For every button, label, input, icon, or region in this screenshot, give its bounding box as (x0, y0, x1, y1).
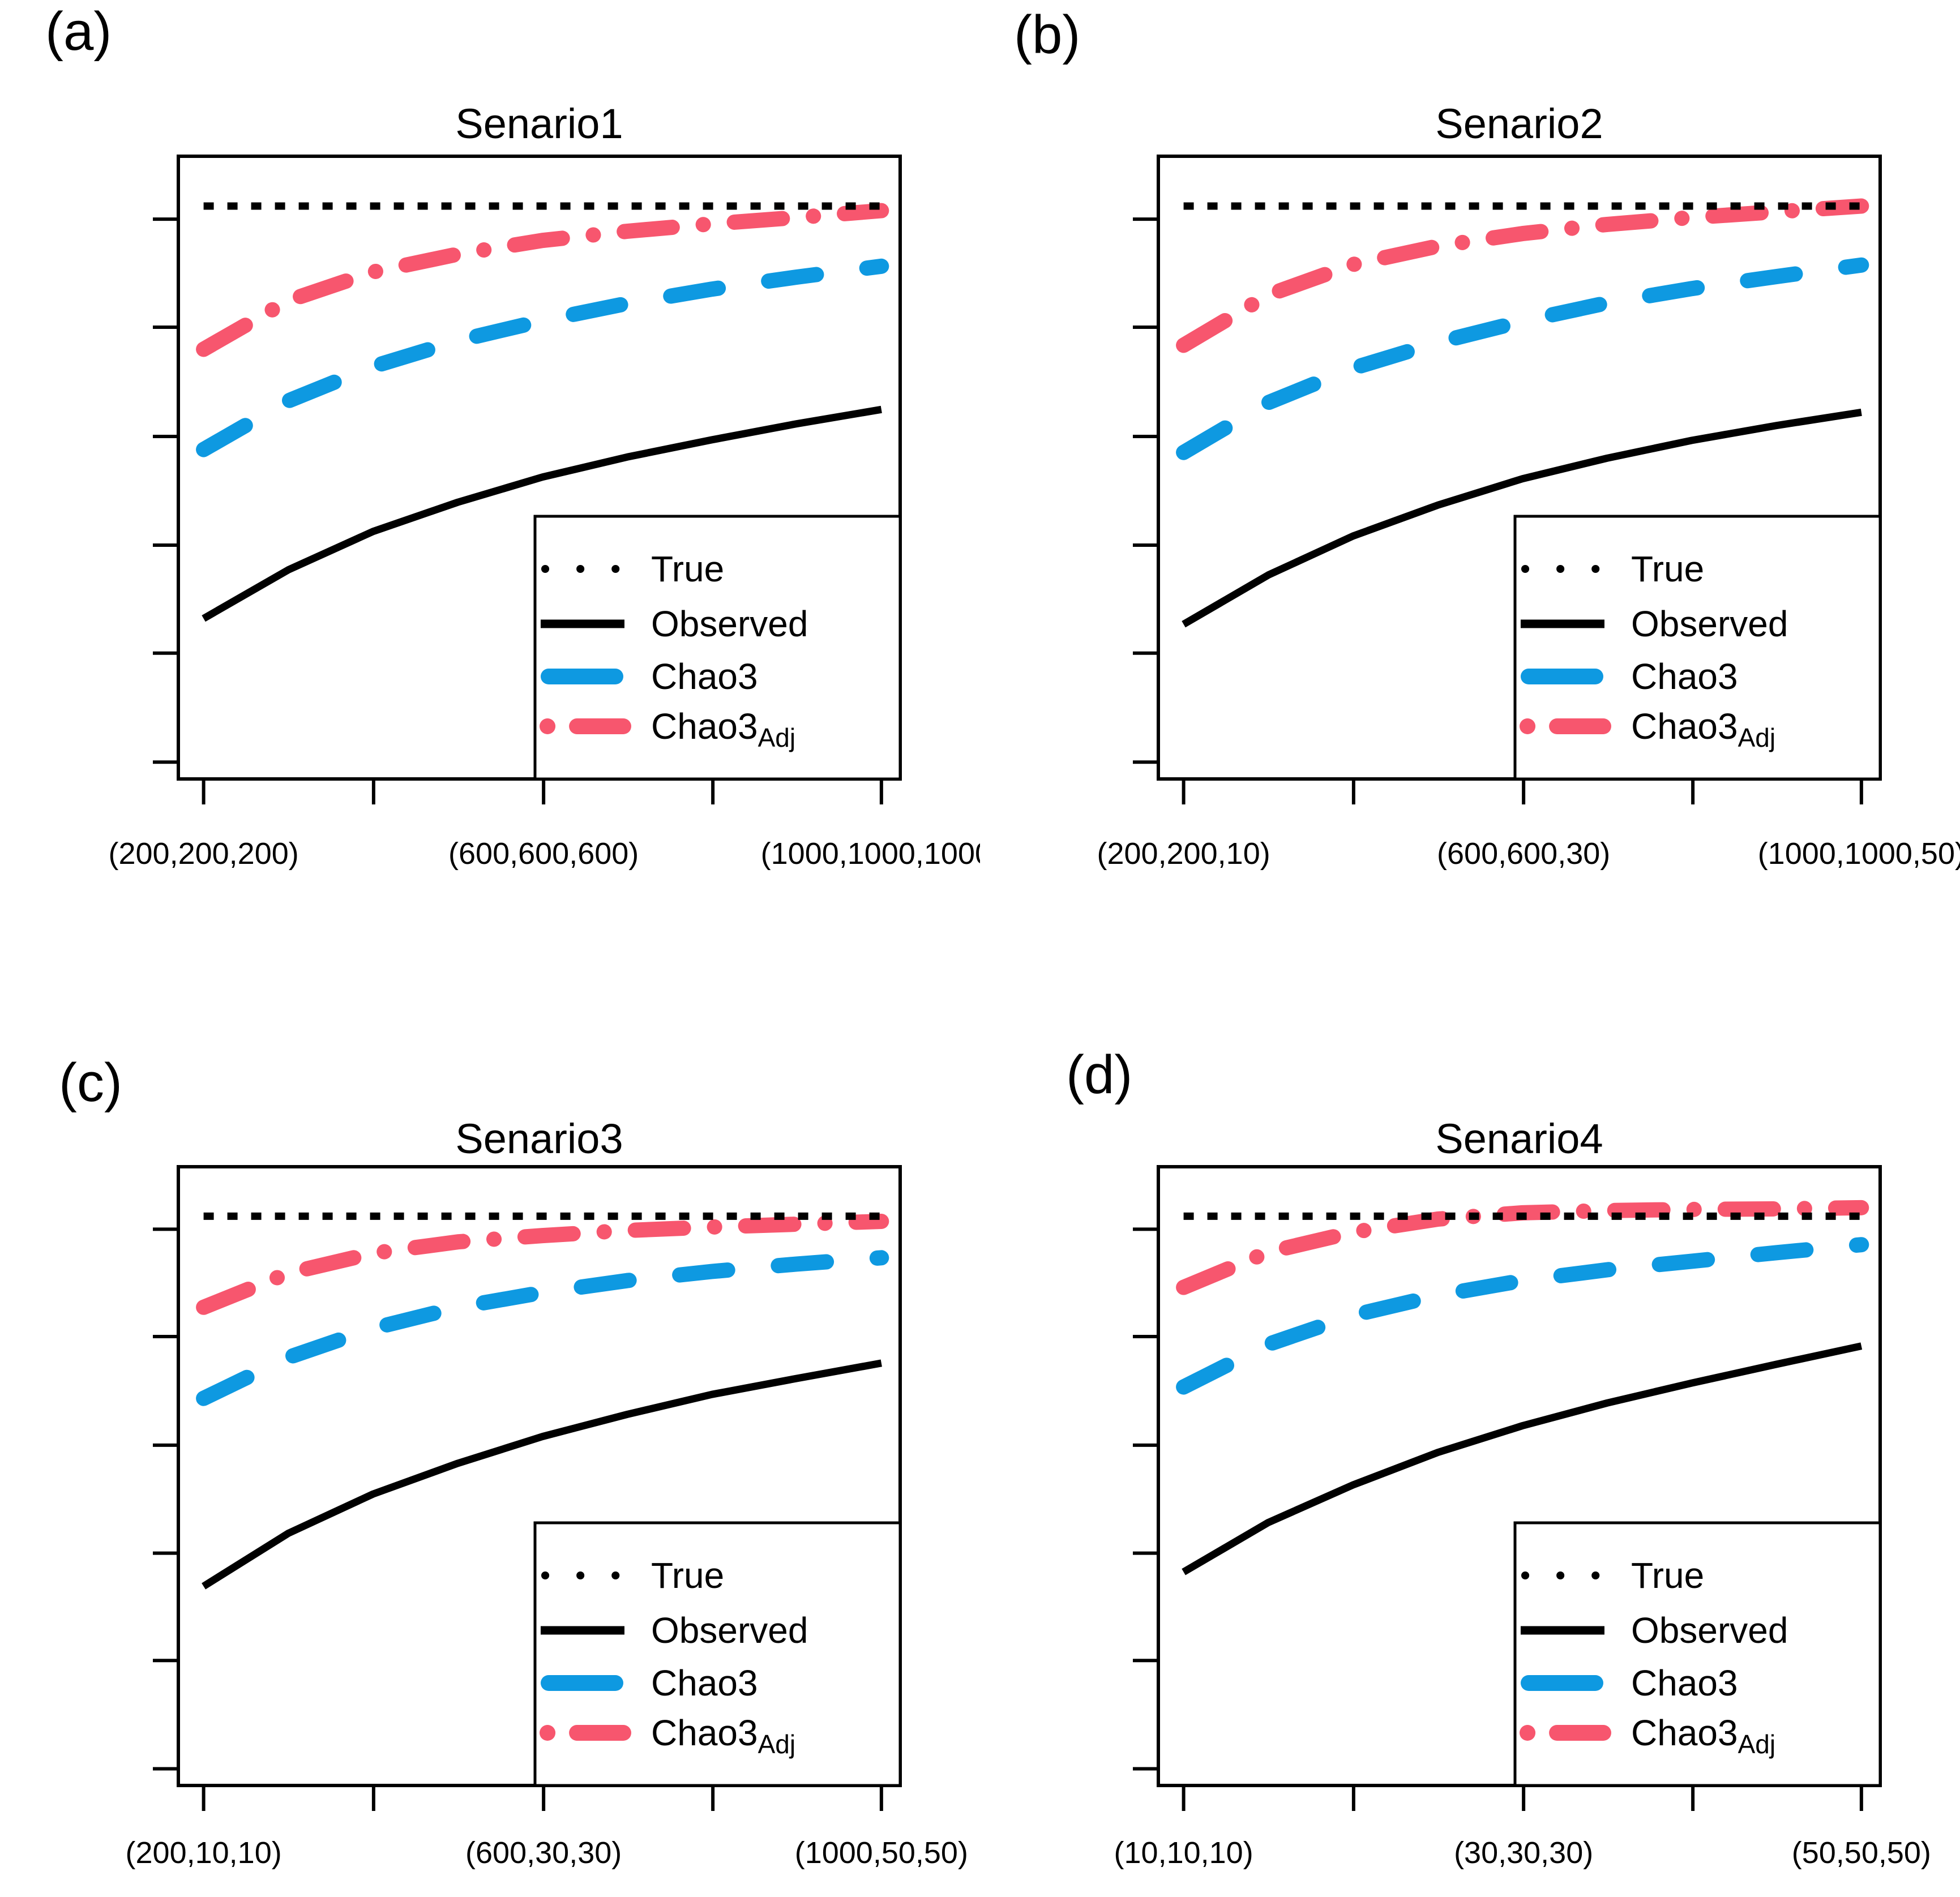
series-chao3 (196, 258, 889, 457)
legend-label: Chao3 (1631, 656, 1738, 697)
series-observed (1182, 1342, 1863, 1575)
x-tick-label: (50,50,50) (1792, 1836, 1931, 1870)
plot-senario1: (200,200,200) (600,600,600) (1000,1000,100… (108, 155, 980, 871)
plot-senario4: (10,10,10) (30,30,30) (50,50,50) True Observ… (1114, 1165, 1931, 1870)
legend-label: Observed (651, 603, 808, 644)
panel-title-senario1: Senario1 (455, 100, 623, 147)
x-tick-label: (30,30,30) (1454, 1836, 1593, 1870)
x-tick-label: (200,200,10) (1097, 837, 1270, 871)
x-tick-label: (200,10,10) (126, 1836, 282, 1870)
x-tick-label: (200,200,200) (108, 837, 298, 871)
legend-label: Observed (1631, 1610, 1788, 1651)
legend-label: True (651, 1555, 724, 1596)
legend-label: Chao3 (651, 656, 758, 697)
legend-label: Observed (651, 1610, 808, 1651)
panel-title-senario2: Senario2 (1435, 100, 1603, 147)
series-chao3adj (196, 1214, 889, 1315)
panel-label-d: (d) (1066, 1044, 1133, 1105)
x-tick-label: (600,600,600) (448, 837, 639, 871)
legend-label-subscript: Adj (1738, 723, 1775, 752)
legend-label-subscript: Adj (758, 723, 795, 752)
legend-label: True (1631, 1555, 1704, 1596)
panel-title-senario4: Senario4 (1435, 1115, 1603, 1162)
x-tick-label: (600,600,30) (1437, 837, 1610, 871)
series-chao3 (1176, 257, 1869, 460)
series-observed (1182, 408, 1862, 628)
legend-label: Observed (1631, 603, 1788, 644)
plot-senario3: (200,10,10) (600,30,30) (1000,50,50) True Ob… (126, 1165, 968, 1870)
panel-a: (a) Senario1 (200,200,200) (600,600,600)(… (0, 0, 980, 948)
x-tick-label: (1000,1000,1000) (761, 837, 980, 871)
series-observed (202, 405, 882, 622)
series-chao3adj (196, 203, 889, 357)
panel-b: (b) Senario2 (200,200,10) (600,600,30) (10… (980, 0, 1960, 948)
panel-d: (d) Senario4 (10,10,10) (30,30,30) (50,50,… (980, 948, 1960, 1897)
x-tick-label: (10,10,10) (1114, 1836, 1253, 1870)
legend-label: Chao3 (1631, 1663, 1738, 1703)
panel-label-a: (a) (45, 1, 112, 62)
panel-c: (c) Senario3 (200,10,10) (600,30,30) (1000… (0, 948, 980, 1897)
series-chao3 (196, 1250, 889, 1406)
legend-label: True (1631, 549, 1704, 589)
legend-label: True (651, 549, 724, 589)
legend-box (1513, 1521, 1882, 1787)
legend-box (1513, 515, 1882, 781)
panel-label-b: (b) (1014, 5, 1081, 65)
x-tick-label: (1000,50,50) (795, 1836, 968, 1870)
series-chao3adj (1176, 198, 1869, 353)
legend-label-subscript: Adj (1738, 1729, 1775, 1759)
x-tick-label: (1000,1000,50) (1758, 837, 1960, 871)
legend-label: Chao3Adj (651, 1712, 795, 1759)
legend-label-subscript: Adj (758, 1729, 795, 1759)
panel-label-c: (c) (59, 1052, 122, 1113)
series-chao3 (1176, 1237, 1869, 1395)
x-tick-label: (600,30,30) (465, 1836, 622, 1870)
series-observed (202, 1359, 882, 1590)
panel-title-senario3: Senario3 (455, 1115, 623, 1162)
legend-box (533, 515, 902, 781)
legend-label: Chao3 (651, 1663, 758, 1703)
legend-box (533, 1521, 902, 1787)
plot-senario2: (200,200,10) (600,600,30) (1000,1000,50) Tr… (1097, 155, 1960, 871)
